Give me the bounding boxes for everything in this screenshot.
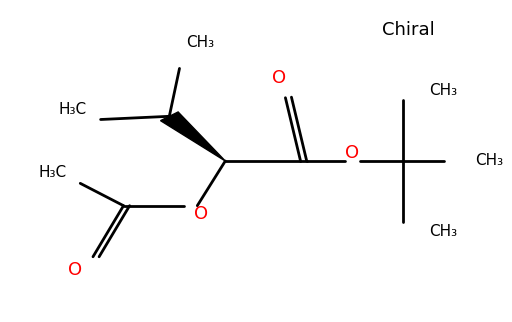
Text: O: O — [194, 205, 208, 223]
Text: CH₃: CH₃ — [429, 224, 457, 239]
Text: H₃C: H₃C — [38, 165, 67, 180]
Text: Chiral: Chiral — [382, 21, 435, 39]
Text: H₃C: H₃C — [58, 102, 87, 118]
Text: CH₃: CH₃ — [429, 83, 457, 98]
Text: CH₃: CH₃ — [475, 154, 503, 168]
Text: O: O — [346, 144, 359, 162]
Polygon shape — [161, 112, 225, 161]
Text: CH₃: CH₃ — [186, 35, 214, 50]
Text: O: O — [272, 69, 286, 87]
Text: O: O — [68, 260, 82, 279]
